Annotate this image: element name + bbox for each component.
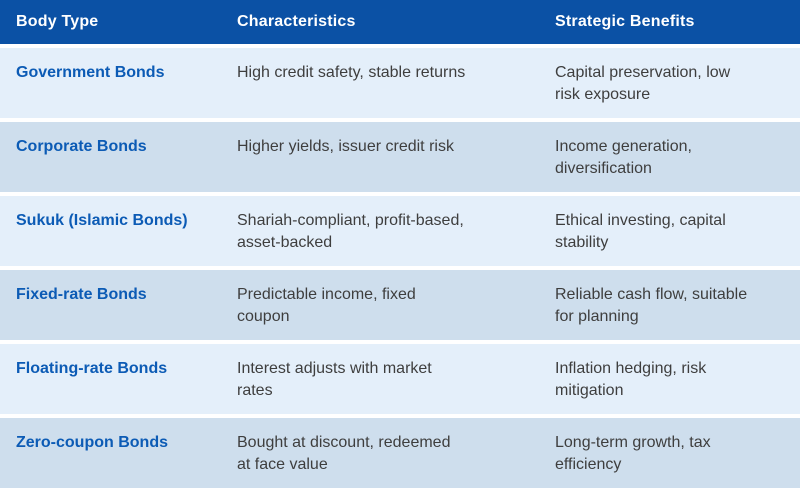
table-row-sukuk-islamic-bonds: Sukuk (Islamic Bonds) Shariah-compliant,… [0, 196, 800, 266]
cell-strategic-benefits: Long-term growth, tax efficiency [555, 434, 711, 473]
cell-characteristics: Bought at discount, redeemed at face val… [237, 434, 451, 473]
cell-characteristics: Interest adjusts with market rates [237, 360, 432, 399]
table-row-fixed-rate-bonds: Fixed-rate Bonds Predictable income, fix… [0, 270, 800, 340]
cell-characteristics: High credit safety, stable returns [237, 64, 466, 81]
cell-body-type: Fixed-rate Bonds [16, 286, 147, 303]
cell-characteristics: Shariah-compliant, profit-based, asset-b… [237, 212, 464, 251]
cell-characteristics: Higher yields, issuer credit risk [237, 138, 454, 155]
column-header-body-type: Body Type [16, 13, 99, 30]
cell-strategic-benefits: Ethical investing, capital stability [555, 212, 726, 251]
cell-strategic-benefits: Capital preservation, low risk exposure [555, 64, 731, 103]
cell-body-type: Sukuk (Islamic Bonds) [16, 212, 188, 229]
cell-body-type: Floating-rate Bonds [16, 360, 168, 377]
column-header-strategic-benefits: Strategic Benefits [555, 13, 695, 30]
table-header-row: Body Type Characteristics Strategic Bene… [0, 0, 800, 44]
cell-characteristics: Predictable income, fixed coupon [237, 286, 416, 325]
table-row-zero-coupon-bonds: Zero-coupon Bonds Bought at discount, re… [0, 418, 800, 488]
table-row-floating-rate-bonds: Floating-rate Bonds Interest adjusts wit… [0, 344, 800, 414]
cell-body-type: Corporate Bonds [16, 138, 147, 155]
cell-strategic-benefits: Inflation hedging, risk mitigation [555, 360, 707, 399]
cell-body-type: Government Bonds [16, 64, 165, 81]
column-header-characteristics: Characteristics [237, 13, 356, 30]
table-row-corporate-bonds: Corporate Bonds Higher yields, issuer cr… [0, 122, 800, 192]
table-row-government-bonds: Government Bonds High credit safety, sta… [0, 48, 800, 118]
cell-strategic-benefits: Reliable cash flow, suitable for plannin… [555, 286, 748, 325]
cell-body-type: Zero-coupon Bonds [16, 434, 168, 451]
cell-strategic-benefits: Income generation, diversification [555, 138, 692, 177]
